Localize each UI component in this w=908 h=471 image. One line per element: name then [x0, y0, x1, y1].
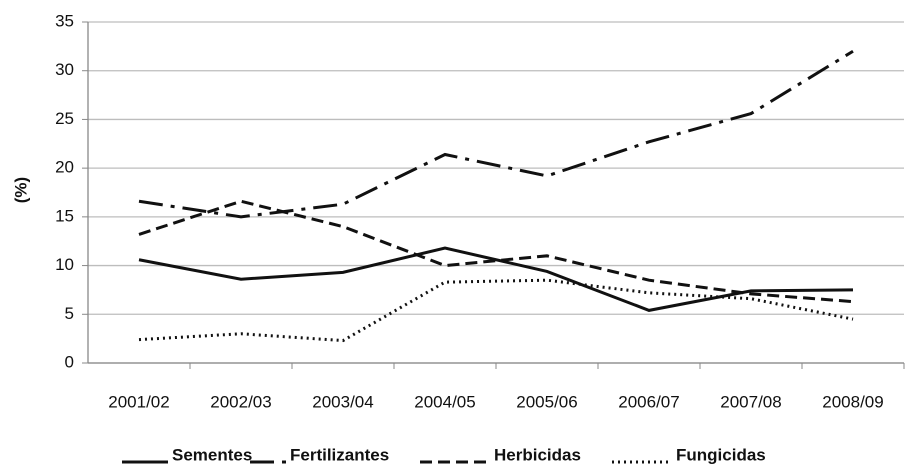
y-tick-label: 25: [55, 109, 74, 128]
y-tick-label: 20: [55, 158, 74, 177]
x-tick-label: 2001/02: [108, 392, 169, 411]
x-tick-label: 2006/07: [618, 392, 679, 411]
y-axis-label: (%): [11, 177, 30, 203]
series-line: [138, 278, 854, 343]
series-line: [138, 199, 854, 304]
y-tick-label: 35: [55, 11, 74, 30]
y-tick-label: 5: [65, 304, 74, 323]
x-tick-label: 2004/05: [414, 392, 475, 411]
legend-label: Sementes: [172, 445, 252, 464]
legend-label: Fungicidas: [676, 445, 766, 464]
series-line: [138, 246, 854, 312]
y-tick-label: 10: [55, 255, 74, 274]
x-tick-label: 2005/06: [516, 392, 577, 411]
y-tick-label: 30: [55, 60, 74, 79]
x-tick-label: 2008/09: [822, 392, 883, 411]
legend-label: Herbicidas: [494, 445, 581, 464]
legend-label: Fertilizantes: [290, 445, 389, 464]
x-tick-label: 2007/08: [720, 392, 781, 411]
y-tick-label: 0: [65, 352, 74, 371]
x-tick-label: 2003/04: [312, 392, 373, 411]
y-tick-label: 15: [55, 206, 74, 225]
series-line: [138, 49, 854, 219]
x-tick-label: 2002/03: [210, 392, 271, 411]
